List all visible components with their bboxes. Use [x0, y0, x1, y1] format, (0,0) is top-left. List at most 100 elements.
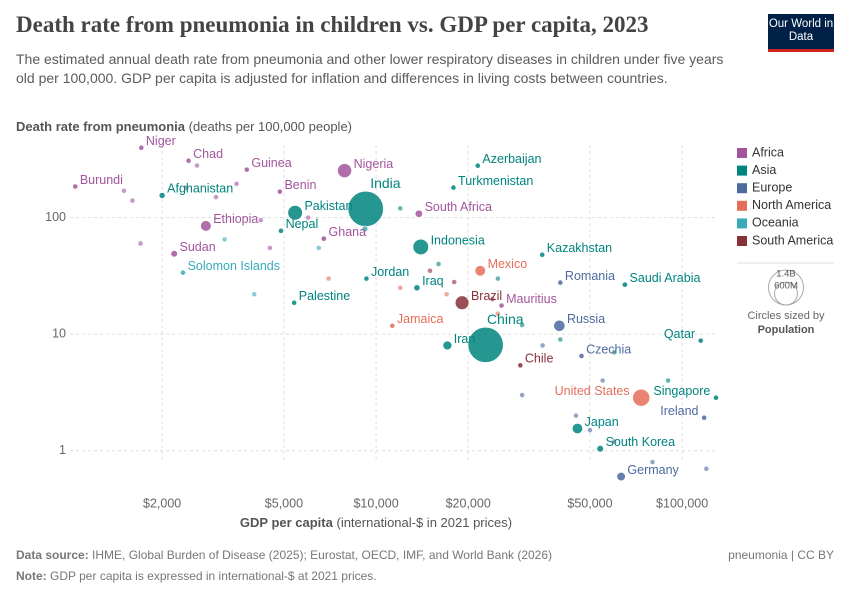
data-point [474, 162, 481, 169]
source: Data source: IHME, Global Burden of Dise… [16, 548, 552, 562]
point-label: Chad [193, 147, 223, 161]
data-point [138, 144, 145, 151]
data-point [397, 205, 404, 212]
note: Note: GDP per capita is expressed in int… [16, 569, 377, 583]
data-point [213, 194, 219, 201]
data-point [587, 427, 593, 434]
legend-label[interactable]: Asia [752, 163, 776, 177]
data-point [539, 251, 546, 258]
data-point [519, 392, 525, 399]
point-label: Ethiopia [213, 212, 258, 226]
data-point [129, 197, 136, 204]
data-point [573, 412, 579, 419]
data-point [337, 163, 352, 179]
point-label: Pakistan [304, 199, 352, 213]
point-label: Solomon Islands [188, 259, 280, 273]
point-label: Nigeria [354, 157, 394, 171]
data-point [251, 291, 258, 298]
data-point [412, 238, 429, 256]
point-label: Afghanistan [167, 182, 233, 196]
point-label: Azerbaijan [482, 152, 541, 166]
data-point [494, 310, 501, 317]
logo[interactable]: Our World in Data [768, 14, 834, 52]
data-point [363, 275, 370, 282]
data-point [180, 269, 186, 276]
data-point [72, 183, 79, 190]
y-axis-label-unit: (deaths per 100,000 people) [189, 119, 352, 134]
point-label: Japan [585, 415, 619, 429]
data-point [233, 180, 240, 187]
data-point [200, 220, 212, 232]
data-point [703, 465, 710, 472]
point-label: India [370, 175, 401, 191]
data-point [467, 326, 504, 363]
point-label: Ghana [329, 225, 367, 239]
data-point [557, 336, 564, 343]
data-point [183, 184, 190, 191]
legend-swatch [737, 218, 747, 229]
data-point [347, 190, 384, 227]
data-point [450, 184, 457, 191]
x-tick-label: $10,000 [353, 496, 398, 510]
y-axis-label: Death rate from pneumonia (deaths per 10… [16, 119, 352, 134]
legend-label[interactable]: Europe [752, 180, 792, 194]
data-point [611, 438, 618, 445]
data-point [170, 250, 178, 258]
data-point [553, 319, 566, 332]
point-label: Qatar [664, 327, 695, 341]
legend-label[interactable]: North America [752, 198, 831, 212]
data-point [221, 236, 228, 243]
point-label: Jamaica [397, 312, 444, 326]
legend-swatch [737, 236, 747, 246]
data-point [243, 166, 250, 173]
point-label: Mauritius [506, 292, 557, 306]
point-label: China [487, 311, 524, 327]
x-tick-label: $5,000 [265, 496, 303, 510]
point-label: Indonesia [431, 233, 485, 247]
data-point [276, 188, 283, 195]
point-label: Kazakhstan [547, 241, 612, 255]
data-point [611, 349, 618, 356]
legend-label[interactable]: Oceania [752, 216, 799, 230]
data-point [494, 275, 501, 282]
point-label: Romania [565, 269, 615, 283]
point-label: Sudan [180, 240, 216, 254]
data-point [435, 261, 442, 267]
point-label: United States [555, 384, 630, 398]
point-label: Turkmenistan [458, 174, 533, 188]
data-point [713, 394, 719, 401]
legend-label[interactable]: Africa [752, 145, 784, 159]
data-point [414, 209, 423, 218]
data-point [397, 284, 404, 291]
point-label: Czechia [586, 342, 631, 356]
data-point [305, 214, 312, 221]
data-point [616, 471, 626, 482]
license[interactable]: pneumonia | CC BY [728, 548, 834, 562]
data-point [474, 265, 486, 277]
point-label: Ireland [660, 404, 698, 418]
data-point [443, 291, 450, 298]
x-tick-label: $50,000 [567, 496, 612, 510]
point-label: Benin [284, 178, 316, 192]
x-tick-label: $100,000 [656, 496, 708, 510]
legend-swatch [737, 165, 747, 176]
legend-label[interactable]: South America [752, 233, 833, 247]
point-label: South Africa [425, 200, 492, 214]
labels: India China United States Indonesia Pakistan… [80, 134, 711, 477]
data-point [120, 187, 127, 194]
legend-swatch [737, 200, 747, 211]
point-label: Brazil [471, 289, 502, 303]
point-label: Iran [454, 332, 476, 346]
data-point [442, 340, 453, 351]
size-legend-label: 600M [774, 281, 798, 292]
data-point [427, 267, 433, 274]
note-label: Note: [16, 569, 47, 583]
point-label: Chile [525, 352, 554, 366]
data-point [701, 414, 708, 421]
data-point [517, 362, 524, 369]
point-label: Germany [627, 463, 679, 477]
data-point [413, 284, 421, 292]
y-tick-label: 10 [52, 326, 66, 340]
data-point [596, 445, 604, 453]
data-point [578, 353, 585, 359]
